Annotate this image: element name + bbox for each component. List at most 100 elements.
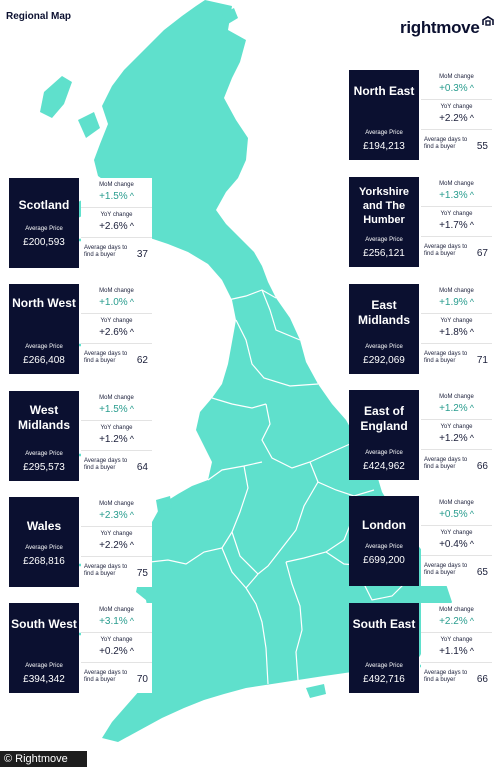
mom-change-cell: MoM change +0.5% ^ [421, 496, 492, 526]
chevron-up-icon: ^ [469, 220, 474, 230]
days-label: Average days to find a buyer [424, 351, 468, 364]
yoy-value: +1.8% [439, 327, 468, 338]
outer-hebrides [40, 76, 72, 118]
yoy-label: YoY change [100, 318, 133, 324]
region-name: West Midlands [17, 403, 70, 432]
mom-label: MoM change [439, 74, 474, 80]
chevron-up-icon: ^ [469, 616, 474, 626]
region-card-east-of-england: East of England Average Price £424,962 M… [349, 390, 492, 480]
region-name: North East [353, 84, 415, 98]
region-name: South East [352, 617, 416, 631]
days-value: 55 [476, 141, 488, 152]
days-value: 37 [136, 249, 148, 260]
avg-price-value: £424,962 [363, 461, 405, 472]
yoy-value: +1.2% [439, 433, 468, 444]
days-to-sell-cell: Average days to find a buyer 71 [421, 344, 492, 373]
days-label: Average days to find a buyer [424, 670, 468, 683]
yoy-change-cell: YoY change +1.2% ^ [81, 421, 152, 451]
days-value: 67 [476, 248, 488, 259]
region-card-london: London Average Price £699,200 MoM change… [349, 496, 492, 586]
chevron-up-icon: ^ [469, 433, 474, 443]
yoy-label: YoY change [100, 425, 133, 431]
days-to-sell-cell: Average days to find a buyer 65 [421, 556, 492, 585]
chevron-up-icon: ^ [129, 327, 134, 337]
mom-value: +3.1% [99, 616, 128, 627]
avg-price-label: Average Price [365, 450, 403, 456]
yoy-label: YoY change [440, 424, 473, 430]
chevron-up-icon: ^ [129, 297, 134, 307]
chevron-up-icon: ^ [129, 616, 134, 626]
map-title: Regional Map [6, 11, 72, 22]
mom-change-cell: MoM change +1.0% ^ [81, 284, 152, 314]
yoy-label: YoY change [100, 637, 133, 643]
region-summary: West Midlands Average Price £295,573 [9, 391, 79, 481]
mom-label: MoM change [439, 288, 474, 294]
region-card-west-midlands: West Midlands Average Price £295,573 MoM… [9, 391, 152, 481]
chevron-up-icon: ^ [469, 327, 474, 337]
days-value: 70 [136, 674, 148, 685]
yoy-change-cell: YoY change +1.1% ^ [421, 633, 492, 663]
mom-label: MoM change [439, 607, 474, 613]
days-to-sell-cell: Average days to find a buyer 75 [81, 557, 152, 586]
days-value: 65 [476, 567, 488, 578]
days-to-sell-cell: Average days to find a buyer 66 [421, 663, 492, 692]
mom-label: MoM change [99, 182, 134, 188]
region-summary: North East Average Price £194,213 [349, 70, 419, 160]
mom-value: +1.0% [99, 297, 128, 308]
region-name: Scotland [18, 198, 70, 212]
days-label: Average days to find a buyer [84, 670, 128, 683]
avg-price-value: £200,593 [23, 237, 65, 248]
yoy-change-cell: YoY change +1.8% ^ [421, 314, 492, 344]
yoy-label: YoY change [440, 318, 473, 324]
orkney-islands [222, 8, 238, 24]
yoy-label: YoY change [100, 531, 133, 537]
days-label: Average days to find a buyer [84, 564, 128, 577]
region-card-east-midlands: East Midlands Average Price £292,069 MoM… [349, 284, 492, 374]
avg-price-value: £492,716 [363, 674, 405, 685]
yoy-change-cell: YoY change +2.6% ^ [81, 208, 152, 238]
yoy-value: +0.2% [99, 646, 128, 657]
days-value: 64 [136, 462, 148, 473]
yoy-value: +1.2% [99, 434, 128, 445]
avg-price-value: £292,069 [363, 355, 405, 366]
chevron-up-icon: ^ [129, 404, 134, 414]
avg-price-value: £394,342 [23, 674, 65, 685]
yoy-label: YoY change [440, 211, 473, 217]
days-value: 66 [476, 461, 488, 472]
region-card-north-west: North West Average Price £266,408 MoM ch… [9, 284, 152, 374]
chevron-up-icon: ^ [469, 509, 474, 519]
yoy-value: +0.4% [439, 539, 468, 550]
avg-price-label: Average Price [25, 545, 63, 551]
skye-island [78, 112, 100, 138]
mom-value: +1.2% [439, 403, 468, 414]
chevron-up-icon: ^ [129, 510, 134, 520]
region-summary: Yorkshire and The Humber Average Price £… [349, 177, 419, 267]
chevron-up-icon: ^ [469, 190, 474, 200]
chevron-up-icon: ^ [469, 83, 474, 93]
mom-change-cell: MoM change +1.3% ^ [421, 177, 492, 207]
days-value: 62 [136, 355, 148, 366]
region-summary: Wales Average Price £268,816 [9, 497, 79, 587]
avg-price-value: £256,121 [363, 248, 405, 259]
region-summary: Scotland Average Price £200,593 [9, 178, 79, 268]
anglesey-island [156, 496, 172, 512]
yoy-value: +1.7% [439, 220, 468, 231]
chevron-up-icon: ^ [129, 646, 134, 656]
region-name: Wales [26, 519, 62, 533]
region-name: London [362, 518, 406, 532]
days-value: 71 [476, 355, 488, 366]
mom-value: +1.5% [99, 191, 128, 202]
days-to-sell-cell: Average days to find a buyer 62 [81, 344, 152, 373]
isle-of-wight [306, 684, 326, 698]
region-name: South West [11, 617, 77, 631]
avg-price-label: Average Price [25, 226, 63, 232]
avg-price-label: Average Price [365, 130, 403, 136]
avg-price-label: Average Price [365, 344, 403, 350]
yoy-value: +2.2% [439, 113, 468, 124]
mom-change-cell: MoM change +1.5% ^ [81, 391, 152, 421]
rightmove-logo: rightmove [400, 18, 480, 37]
yoy-change-cell: YoY change +2.2% ^ [421, 100, 492, 130]
days-value: 75 [136, 568, 148, 579]
yoy-label: YoY change [440, 530, 473, 536]
